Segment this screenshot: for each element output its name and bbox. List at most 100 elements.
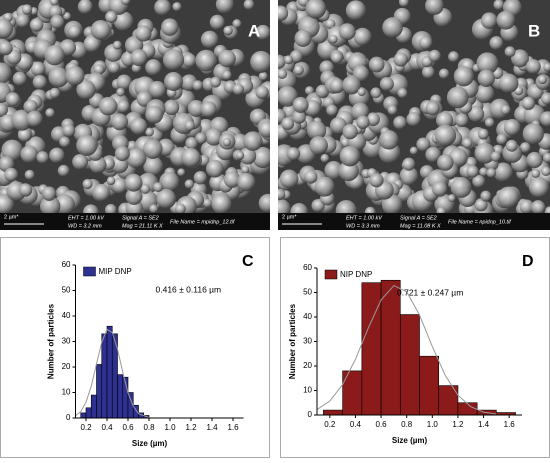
- sem-particle: [0, 40, 13, 56]
- sem-particle: [543, 62, 550, 72]
- sem-particle: [161, 18, 179, 36]
- sem-particle: [544, 206, 550, 213]
- sem-particle: [329, 117, 347, 135]
- x-tick-label: 1.0: [427, 420, 439, 429]
- sem-particle: [490, 151, 501, 162]
- sem-particle: [425, 146, 441, 163]
- sem-particle: [111, 113, 129, 131]
- sem-particle: [0, 62, 12, 84]
- sem-particle: [125, 187, 143, 205]
- sem-particle: [24, 169, 35, 180]
- sem-particle: [163, 99, 180, 116]
- sem-particle: [49, 147, 65, 164]
- sem-particle: [232, 83, 244, 96]
- sem-particle: [474, 198, 488, 212]
- sem-particle: [49, 87, 61, 99]
- sem-mag: Mag = 11.08 K X: [400, 223, 441, 229]
- fit-curve: [75, 328, 150, 418]
- sem-particle: [193, 171, 208, 185]
- sem-particle: [1, 139, 24, 162]
- sem-particle: [480, 190, 492, 202]
- sem-particle: [45, 108, 55, 118]
- sem-particle: [130, 117, 148, 135]
- sem-particle: [382, 17, 403, 38]
- histogram-bar: [323, 409, 343, 416]
- sem-particle: [510, 49, 530, 68]
- sem-particle: [12, 71, 27, 86]
- sem-particle: [156, 188, 177, 209]
- sem-particle: [210, 76, 221, 88]
- histogram-bar: [457, 402, 478, 416]
- sem-particle: [476, 52, 499, 75]
- sem-particle: [370, 87, 382, 99]
- sem-particle: [104, 203, 117, 213]
- sem-particle: [496, 133, 508, 145]
- sem-particle: [379, 130, 399, 150]
- sem-particle: [49, 0, 59, 6]
- legend-swatch: [324, 269, 338, 280]
- y-tick-label: 30: [303, 337, 312, 346]
- histogram-bar: [96, 364, 103, 419]
- sem-particle: [453, 66, 474, 87]
- sem-particle: [140, 184, 151, 194]
- sem-info-bar: [0, 213, 270, 230]
- sem-particle: [32, 74, 47, 90]
- sem-particle: [5, 92, 20, 107]
- sem-particle: [486, 167, 497, 178]
- sem-particle: [114, 146, 130, 162]
- sem-particle: [305, 0, 327, 19]
- sem-particle: [237, 172, 256, 192]
- panel-letter: B: [528, 21, 540, 40]
- sem-particle: [211, 193, 232, 213]
- sem-particle: [286, 147, 301, 161]
- sem-particle: [278, 188, 286, 201]
- sem-particle: [326, 104, 338, 117]
- sem-particle: [281, 117, 295, 131]
- sem-particle: [21, 4, 33, 15]
- y-tick-label: 40: [62, 311, 71, 320]
- sem-particle: [472, 174, 486, 188]
- sem-particle: [243, 0, 255, 10]
- sem-particle: [222, 70, 232, 81]
- sem-particle: [26, 110, 43, 127]
- sem-particle: [159, 171, 180, 192]
- sem-particle: [399, 166, 419, 186]
- sem-particle: [258, 71, 268, 81]
- sem-particle: [356, 115, 370, 129]
- sem-particle: [325, 18, 336, 30]
- sem-signal: Signal A = SE2: [122, 215, 159, 221]
- sem-particle: [154, 0, 171, 16]
- sem-particle: [425, 101, 440, 116]
- histogram-bar: [101, 333, 108, 419]
- x-axis-title: Size (µm): [392, 436, 428, 445]
- y-tick-label: 0: [66, 413, 71, 422]
- histogram-bar: [106, 325, 113, 419]
- y-tick-label: 10: [303, 386, 312, 395]
- sem-particle: [164, 71, 184, 92]
- sem-particle: [181, 147, 201, 168]
- sem-particle: [477, 128, 489, 140]
- sem-particle: [223, 171, 241, 188]
- sem-particle: [184, 179, 194, 189]
- panel-letter: A: [248, 21, 260, 40]
- histogram-bar: [399, 314, 420, 416]
- x-tick-label: 0.4: [350, 420, 362, 429]
- sem-particle: [379, 76, 394, 92]
- legend-swatch: [83, 266, 96, 277]
- sem-particle: [222, 138, 232, 147]
- sem-particle: [142, 139, 163, 159]
- sem-particle: [477, 69, 495, 87]
- sem-particle: [493, 162, 513, 182]
- sem-particle: [498, 73, 519, 93]
- sem-particle: [338, 23, 356, 41]
- sem-particle: [368, 56, 385, 73]
- sem-particle: [342, 123, 358, 140]
- sem-particle: [418, 36, 433, 50]
- sem-info-bar: [278, 213, 550, 230]
- sem-particle: [59, 136, 71, 148]
- sem-particle: [162, 49, 185, 71]
- histogram-bar: [342, 370, 363, 416]
- sem-particle: [447, 194, 456, 203]
- x-tick-label: 1.2: [452, 420, 464, 429]
